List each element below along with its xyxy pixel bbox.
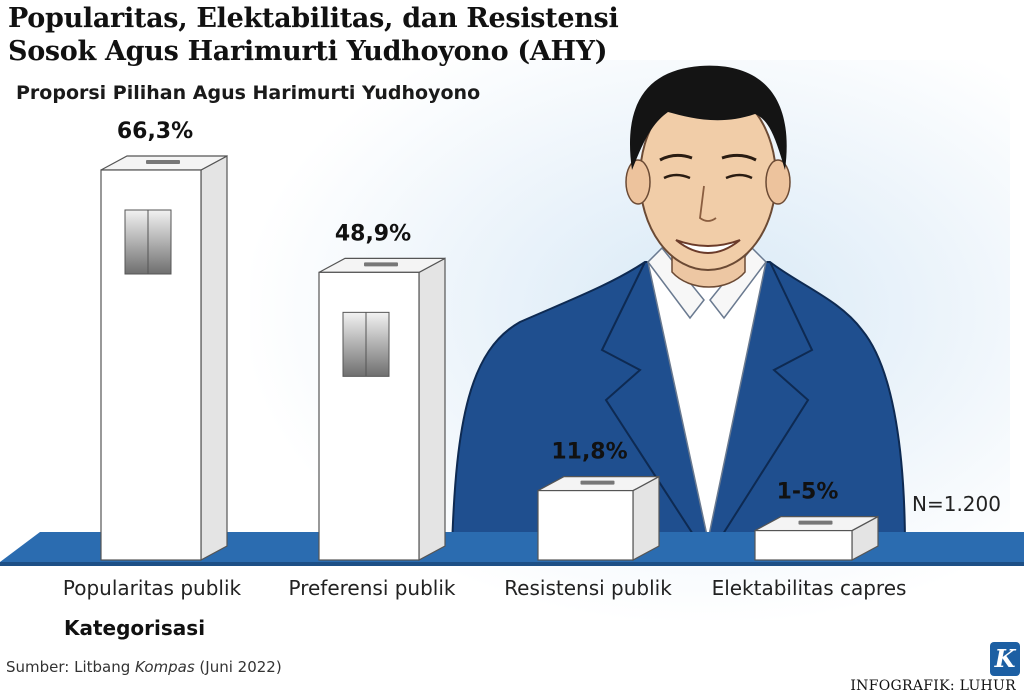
eye-left <box>663 173 691 180</box>
x-axis-title: Kategorisasi <box>64 616 206 640</box>
ear-right <box>765 159 791 205</box>
brow-left <box>659 153 693 162</box>
ballot-slot <box>146 160 180 164</box>
lapel-left <box>600 261 701 546</box>
brow-right <box>721 153 757 162</box>
bar-1: 66,3% <box>100 119 228 562</box>
ballot-slot <box>580 480 615 485</box>
collar-left <box>647 246 705 320</box>
kompas-logo: K <box>990 642 1020 676</box>
data-label-2: 48,9% <box>335 221 411 246</box>
category-label-preferensi: Preferensi publik <box>288 576 456 600</box>
source-prefix: Sumber: Litbang <box>6 658 136 676</box>
data-label-1: 66,3% <box>117 119 193 144</box>
collar-right <box>709 246 767 320</box>
bar-side <box>418 257 446 562</box>
chart-floor-edge <box>0 562 1024 566</box>
nose <box>699 185 717 222</box>
smile <box>675 239 741 254</box>
category-label-resistensi: Resistensi publik <box>504 576 672 600</box>
hair <box>629 65 787 170</box>
sample-size-label: N=1.200 <box>912 492 1001 516</box>
category-label-elektabilitas: Elektabilitas capres <box>711 576 907 600</box>
ear-left <box>625 159 651 205</box>
source-note: Sumber: Litbang Kompas (Juni 2022) <box>6 658 282 676</box>
bar-front <box>537 489 634 561</box>
chart-title: Popularitas, Elektabilitas, dan Resisten… <box>8 2 619 68</box>
infographic-credit: INFOGRAFIK: LUHUR <box>850 678 1016 694</box>
chart-title-line2: Sosok Agus Harimurti Yudhoyono (AHY) <box>8 36 608 67</box>
source-suffix: (Juni 2022) <box>194 658 282 676</box>
portrait-illustration <box>450 65 907 549</box>
data-label-3: 11,8% <box>551 440 627 465</box>
lapel-right <box>715 261 814 546</box>
category-label-popularitas: Popularitas publik <box>62 576 242 600</box>
chart-subtitle: Proporsi Pilihan Agus Harimurti Yudhoyon… <box>16 82 481 104</box>
bar-side <box>200 154 228 562</box>
source-publication: Kompas <box>135 658 195 676</box>
bar-3: 11,8% <box>537 440 660 562</box>
bar-4: 1-5% <box>754 480 879 562</box>
bar-front <box>754 529 853 561</box>
ballot-slot <box>798 520 833 525</box>
bar-2: 48,9% <box>318 221 446 562</box>
chart-title-line1: Popularitas, Elektabilitas, dan Resisten… <box>8 3 619 34</box>
eye-right <box>725 173 753 180</box>
ballot-slot <box>364 262 398 267</box>
data-label-4: 1-5% <box>777 480 839 505</box>
